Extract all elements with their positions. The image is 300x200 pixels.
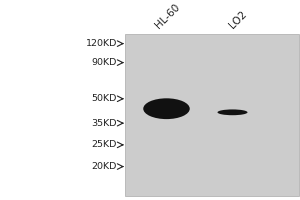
- Text: 50KD: 50KD: [92, 94, 117, 103]
- Text: 25KD: 25KD: [92, 140, 117, 149]
- Ellipse shape: [218, 109, 248, 115]
- Text: 35KD: 35KD: [92, 119, 117, 128]
- Text: 90KD: 90KD: [92, 58, 117, 67]
- Text: 120KD: 120KD: [85, 39, 117, 48]
- Ellipse shape: [143, 98, 190, 119]
- Text: 20KD: 20KD: [92, 162, 117, 171]
- Bar: [124, 34, 298, 196]
- Text: LO2: LO2: [227, 9, 248, 30]
- Text: HL-60: HL-60: [153, 2, 182, 30]
